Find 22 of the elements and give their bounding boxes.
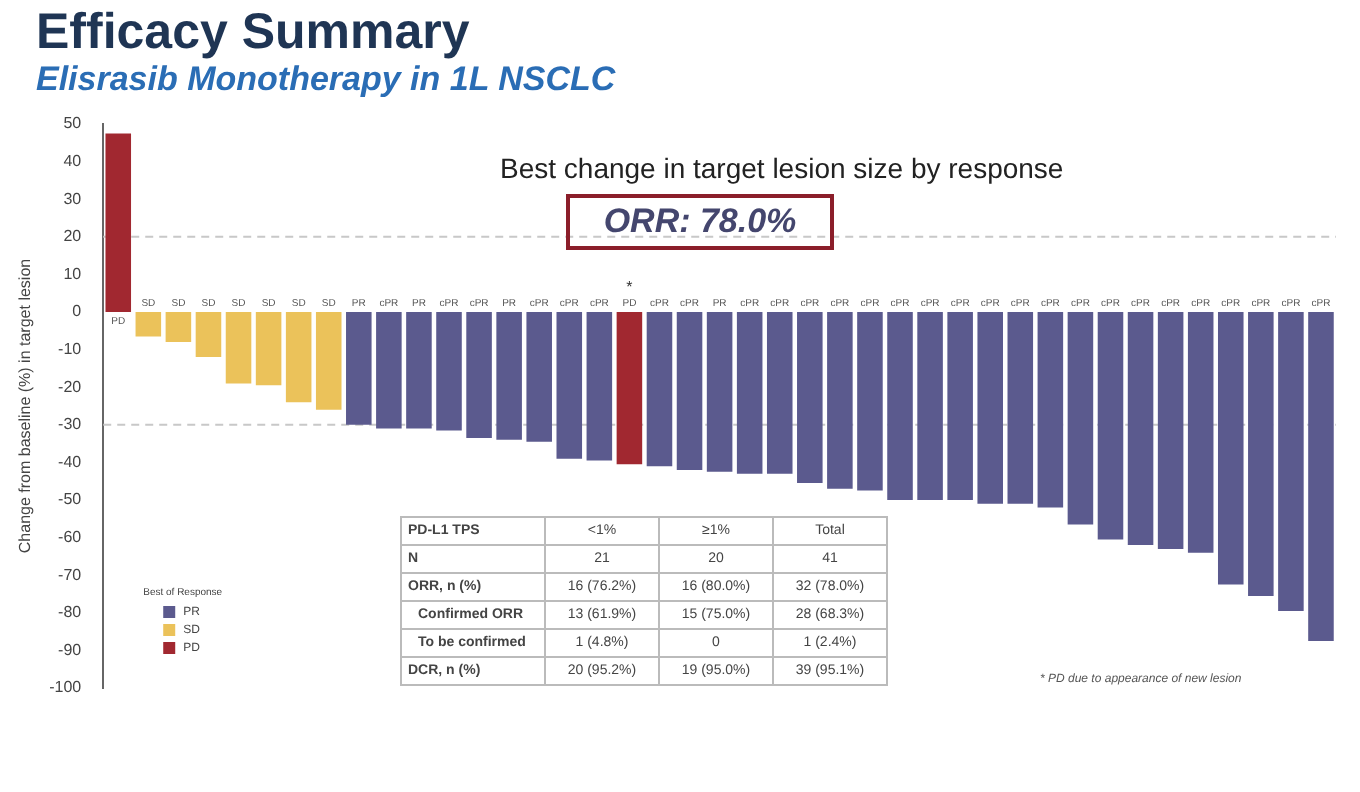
y-axis-title: Change from baseline (%) in target lesion <box>16 258 35 554</box>
chart-subtitle: Elisrasib Monotherapy in 1L NSCLC <box>36 60 616 100</box>
annotation: ORR: 78.0% <box>566 194 834 250</box>
y-tick-label: -50 <box>58 490 83 509</box>
y-tick-label: 30 <box>63 189 83 208</box>
y-tick-label: 40 <box>63 152 83 171</box>
y-tick-label: 50 <box>63 114 83 133</box>
y-tick-label: -90 <box>58 640 83 659</box>
chart-title: Efficacy Summary <box>36 4 470 62</box>
y-tick-label: -30 <box>58 415 83 434</box>
y-tick-label: 10 <box>63 264 83 283</box>
y-tick-label: 0 <box>72 302 83 321</box>
annotation: * <box>626 278 633 297</box>
y-tick-label: -10 <box>58 340 83 359</box>
y-tick-label: -20 <box>58 377 83 396</box>
y-tick-label: -100 <box>49 678 83 697</box>
y-tick-label: -60 <box>58 528 83 547</box>
y-tick-label: 20 <box>63 227 83 246</box>
annotation: Best change in target lesion size by response <box>500 152 1064 184</box>
y-tick-label: -80 <box>58 603 83 622</box>
y-tick-label: -40 <box>58 452 83 471</box>
y-tick-label: -70 <box>58 565 83 584</box>
